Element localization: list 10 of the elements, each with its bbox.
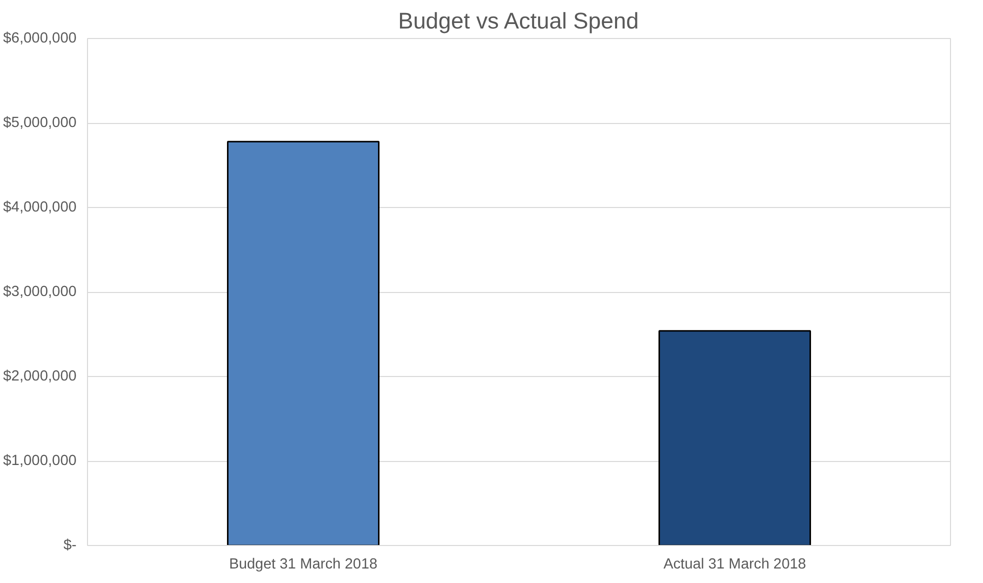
y-tick-label: $2,000,000 — [3, 368, 77, 384]
y-tick-label: $1,000,000 — [3, 453, 77, 469]
y-tick-label: $- — [63, 538, 77, 554]
y-tick-label: $3,000,000 — [3, 284, 77, 300]
x-tick-label: Actual 31 March 2018 — [663, 556, 806, 572]
y-tick-label: $6,000,000 — [3, 30, 77, 46]
x-tick-label: Budget 31 March 2018 — [229, 556, 378, 572]
y-tick-label: $4,000,000 — [3, 200, 77, 216]
y-tick-label: $5,000,000 — [3, 115, 77, 131]
chart-title: Budget vs Actual Spend — [398, 8, 639, 34]
